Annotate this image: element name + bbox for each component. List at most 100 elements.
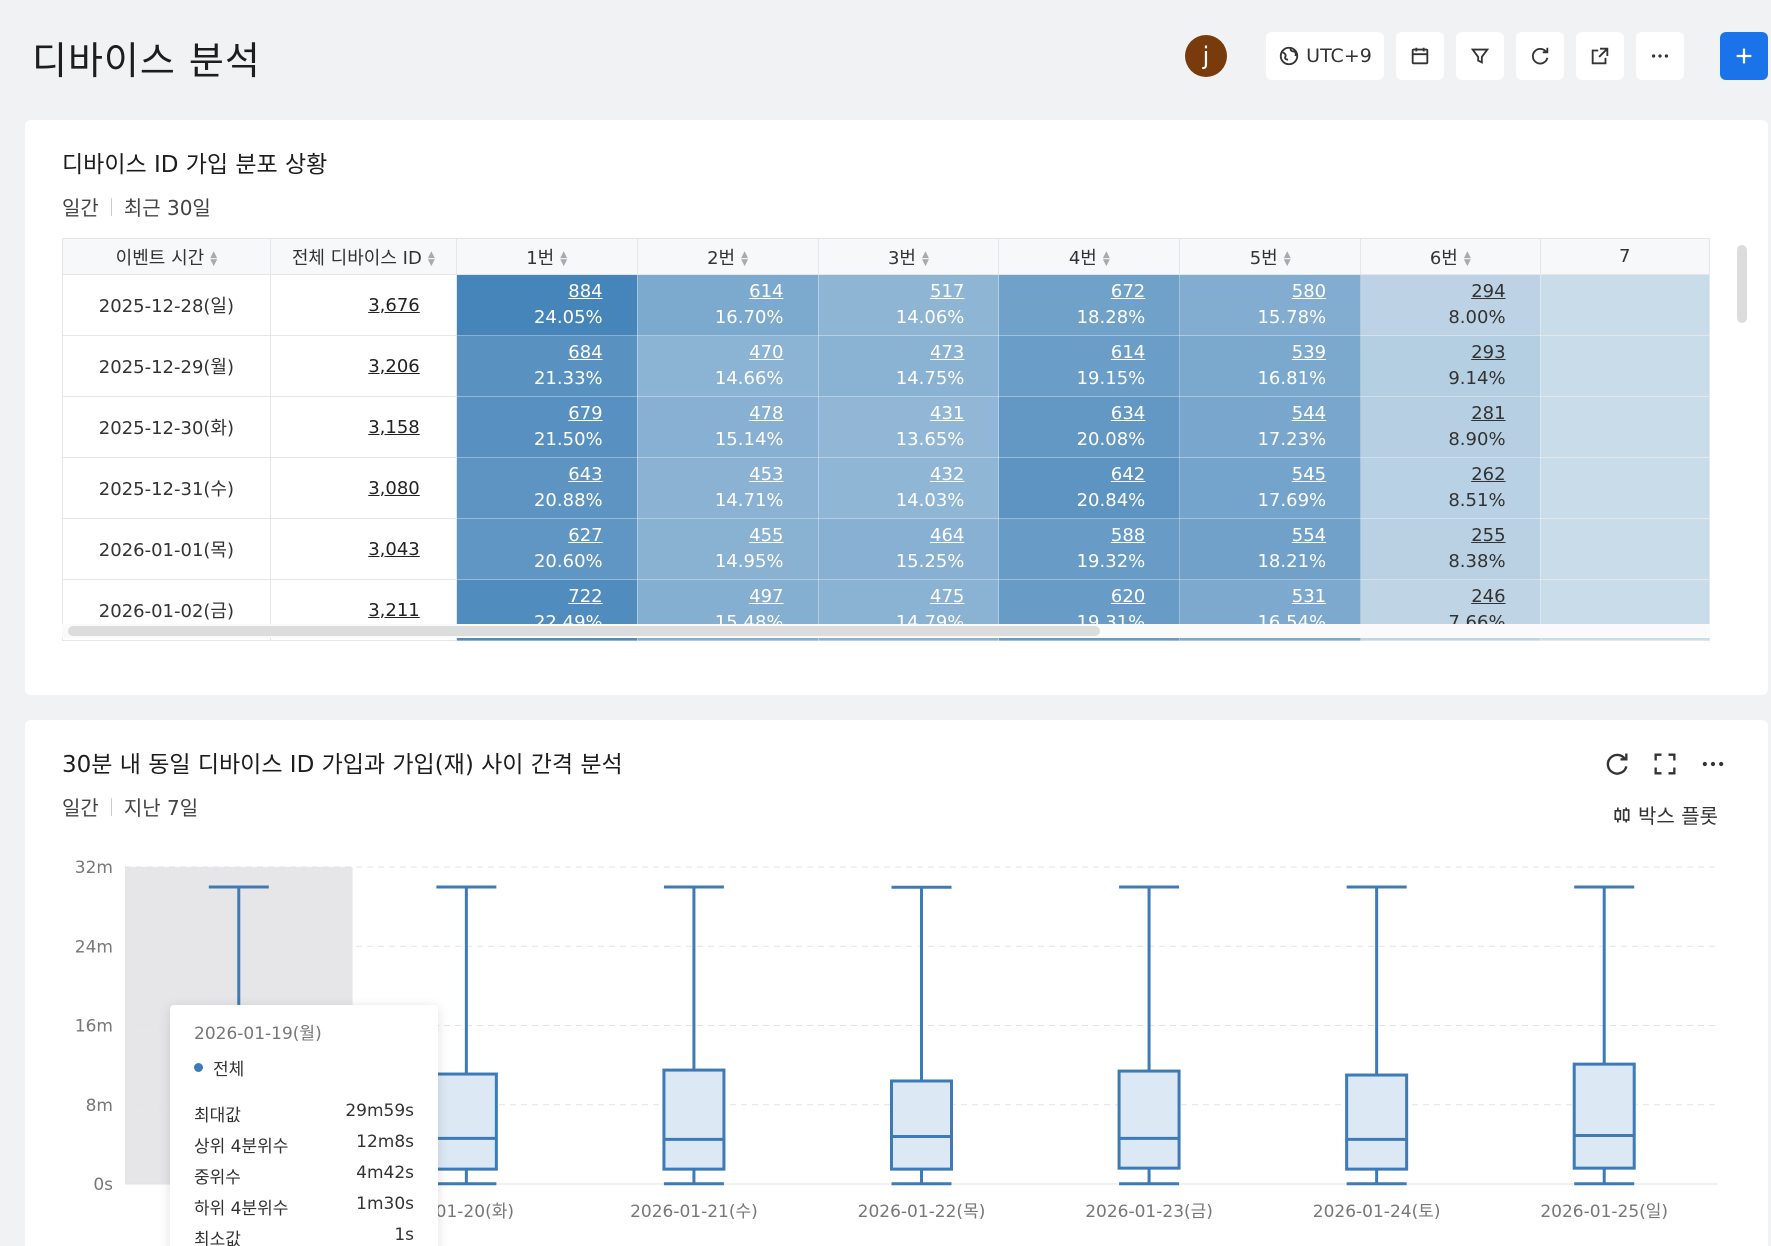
- share-button[interactable]: [1576, 32, 1624, 80]
- x-tick-label: 2026-01-23(금): [1085, 1202, 1213, 1222]
- tooltip-row-label: 중위수: [194, 1168, 241, 1188]
- x-tick-label: 2026-01-21(수): [630, 1202, 758, 1222]
- y-tick-label: 0s: [93, 1175, 113, 1195]
- sort-icon[interactable]: ▲ ▼: [1102, 249, 1110, 268]
- filter-icon: [1470, 48, 1490, 64]
- cohort-cell[interactable]: 580 15.78%: [1179, 274, 1362, 336]
- cohort-cell[interactable]: 627 20.60%: [455, 518, 638, 580]
- total-devices-cell[interactable]: 3,158: [269, 396, 457, 458]
- cohort-cell[interactable]: 684 21.33%: [455, 335, 638, 397]
- cohort-cell-partial: [1539, 457, 1710, 519]
- cohort-cell[interactable]: 478 15.14%: [636, 396, 819, 458]
- tooltip-row: 중위수 4m42s: [194, 1163, 414, 1188]
- vertical-scrollbar[interactable]: [1737, 245, 1747, 323]
- box-iqr: [890, 1079, 953, 1171]
- cohort-cell[interactable]: 453 14.71%: [636, 457, 819, 519]
- sort-icon[interactable]: ▲ ▼: [741, 249, 749, 268]
- cohort-cell[interactable]: 294 8.00%: [1360, 274, 1541, 336]
- sort-icon[interactable]: ▲ ▼: [210, 249, 218, 268]
- cohort-cell-partial: [1539, 518, 1710, 580]
- cohort-cell[interactable]: 473 14.75%: [817, 335, 1000, 397]
- cohort-table-wrap: 이벤트 시간 ▲ ▼ 전체 디바이스 ID ▲ ▼ 1번 ▲ ▼ 2번 ▲ ▼ 3번 ▲ ▼ 4번 ▲ ▼ 5번 ▲ ▼…: [62, 238, 1710, 646]
- event-date-cell: 2025-12-30(화): [62, 396, 271, 458]
- box-iqr: [662, 1068, 726, 1171]
- filter-button[interactable]: [1456, 32, 1504, 80]
- card2-range[interactable]: 지난 7일: [123, 796, 199, 820]
- cohort-cell[interactable]: 255 8.38%: [1360, 518, 1541, 580]
- cohort-cell[interactable]: 470 14.66%: [636, 335, 819, 397]
- y-tick-label: 16m: [75, 1017, 113, 1037]
- add-button[interactable]: [1720, 32, 1768, 80]
- tooltip-date: 2026-01-19(월): [194, 1024, 322, 1044]
- cohort-cell[interactable]: 539 16.81%: [1179, 335, 1362, 397]
- calendar-button[interactable]: [1396, 32, 1444, 80]
- cohort-cell[interactable]: 643 20.88%: [455, 457, 638, 519]
- cohort-cell[interactable]: 432 14.03%: [817, 457, 1000, 519]
- column-header-label: 6번: [1429, 247, 1458, 269]
- timezone-label: UTC+9: [1306, 45, 1372, 67]
- cohort-cell-partial: [1539, 274, 1710, 336]
- card2-meta: 일간 지난 7일: [62, 792, 198, 821]
- cohort-cell[interactable]: 614 16.70%: [636, 274, 819, 336]
- card2-more-icon[interactable]: [1699, 750, 1727, 778]
- cohort-cell[interactable]: 464 15.25%: [817, 518, 1000, 580]
- box-iqr: [1572, 1062, 1636, 1170]
- sort-icon[interactable]: ▲ ▼: [1283, 249, 1291, 268]
- share-icon: [1591, 47, 1609, 65]
- avatar[interactable]: j: [1185, 35, 1227, 77]
- event-date-cell: 2026-01-01(목): [62, 518, 271, 580]
- cohort-cell[interactable]: 544 17.23%: [1179, 396, 1362, 458]
- x-tick-label: 2026-01-22(목): [858, 1202, 986, 1222]
- timezone-button[interactable]: UTC+9: [1266, 32, 1384, 80]
- cohort-cell[interactable]: 672 18.28%: [998, 274, 1181, 336]
- cohort-cell[interactable]: 431 13.65%: [817, 396, 1000, 458]
- cohort-cell[interactable]: 262 8.51%: [1360, 457, 1541, 519]
- column-header[interactable]: 4번 ▲ ▼: [998, 238, 1181, 275]
- column-header[interactable]: 1번 ▲ ▼: [455, 238, 638, 275]
- tooltip-row-value: 1m30s: [356, 1194, 414, 1214]
- cohort-cell[interactable]: 614 19.15%: [998, 335, 1181, 397]
- y-tick-label: 24m: [75, 937, 113, 957]
- cohort-cell[interactable]: 679 21.50%: [455, 396, 638, 458]
- sort-icon[interactable]: ▲ ▼: [921, 249, 929, 268]
- card2-refresh-icon[interactable]: [1603, 750, 1631, 778]
- column-header[interactable]: 5번 ▲ ▼: [1179, 238, 1362, 275]
- tooltip-row: 최소값 1s: [194, 1225, 414, 1246]
- total-devices-cell[interactable]: 3,676: [269, 274, 457, 336]
- card1-range[interactable]: 최근 30일: [123, 196, 211, 220]
- column-header[interactable]: 이벤트 시간 ▲ ▼: [62, 238, 271, 275]
- column-header-label: 전체 디바이스 ID: [291, 247, 422, 269]
- cohort-cell[interactable]: 554 18.21%: [1179, 518, 1362, 580]
- globe-icon: [1279, 46, 1299, 66]
- more-button[interactable]: [1636, 32, 1684, 80]
- card1-meta: 일간 최근 30일: [62, 192, 211, 221]
- column-header[interactable]: 전체 디바이스 ID ▲ ▼: [269, 238, 457, 275]
- tooltip-row: 하위 4분위수 1m30s: [194, 1194, 414, 1219]
- box-iqr: [434, 1072, 498, 1171]
- sort-icon[interactable]: ▲ ▼: [560, 249, 568, 268]
- tooltip-row-label: 최소값: [194, 1230, 241, 1246]
- refresh-button[interactable]: [1516, 32, 1564, 80]
- card1-granularity: 일간: [62, 196, 99, 220]
- cohort-table: 이벤트 시간 ▲ ▼ 전체 디바이스 ID ▲ ▼ 1번 ▲ ▼ 2번 ▲ ▼ 3번 ▲ ▼ 4번 ▲ ▼ 5번 ▲ ▼…: [62, 238, 1710, 641]
- box-iqr: [1345, 1073, 1409, 1171]
- sort-icon[interactable]: ▲ ▼: [1463, 249, 1471, 268]
- cohort-cell[interactable]: 588 19.32%: [998, 518, 1181, 580]
- chart-type-toggle[interactable]: 박스 플롯: [1612, 800, 1718, 829]
- horizontal-scrollbar[interactable]: [68, 626, 1100, 636]
- column-header[interactable]: 6번 ▲ ▼: [1360, 238, 1541, 275]
- fullscreen-icon[interactable]: [1651, 750, 1679, 778]
- tooltip-row-label: 최대값: [194, 1106, 241, 1126]
- cohort-cell[interactable]: 281 8.90%: [1360, 396, 1541, 458]
- sort-icon[interactable]: ▲ ▼: [427, 249, 435, 268]
- cohort-cell[interactable]: 634 20.08%: [998, 396, 1181, 458]
- column-header[interactable]: 7: [1539, 238, 1710, 275]
- cohort-cell[interactable]: 884 24.05%: [455, 274, 638, 336]
- column-header-label: 2번: [707, 247, 736, 269]
- tooltip-row-value: 29m59s: [345, 1101, 414, 1121]
- total-devices-cell[interactable]: 3,206: [269, 335, 457, 397]
- cohort-cell[interactable]: 517 14.06%: [817, 274, 1000, 336]
- cohort-cell[interactable]: 642 20.84%: [998, 457, 1181, 519]
- column-header-label: 3번: [887, 247, 916, 269]
- cohort-cell[interactable]: 545 17.69%: [1179, 457, 1362, 519]
